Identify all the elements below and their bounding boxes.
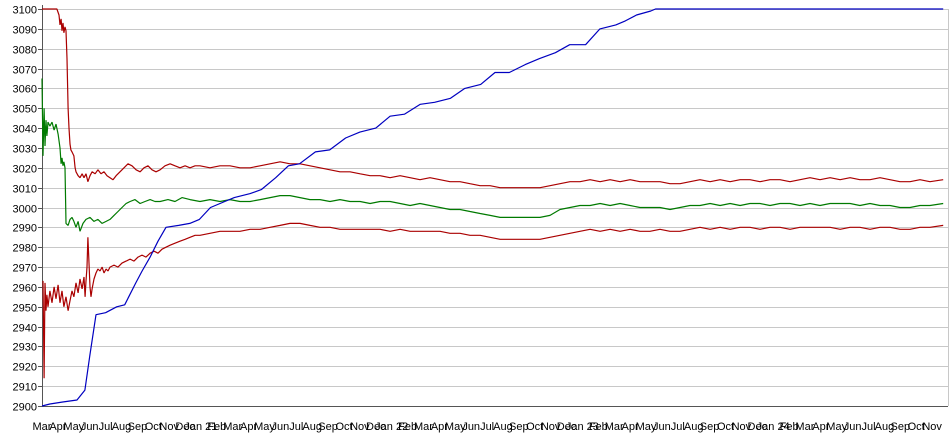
x-tick-label: Mar	[605, 421, 624, 433]
y-tick-label: 2990	[13, 223, 37, 235]
x-tick-label: Feb	[589, 421, 608, 433]
y-tick-label: 2950	[13, 303, 37, 315]
series-red-upper-band	[42, 8, 944, 189]
x-tick-label: Jan 22	[375, 421, 408, 433]
y-tick-label: 2900	[13, 402, 37, 414]
y-tick-label: 2980	[13, 243, 37, 255]
x-tick-label: Dec	[557, 421, 577, 433]
y-tick-label: 3040	[13, 124, 37, 136]
x-tick-label: Sep	[891, 421, 911, 433]
x-tick-label: Nov	[541, 421, 561, 433]
y-tick-label: 2910	[13, 382, 37, 394]
y-tick-label: 2960	[13, 283, 37, 295]
x-tick-label: Sep	[700, 421, 720, 433]
x-tick-label: Apr	[240, 421, 257, 433]
x-tick-label: Feb	[398, 421, 417, 433]
x-tick-label: Jun	[81, 421, 99, 433]
x-tick-label: May	[636, 421, 657, 433]
y-tick-label: 3080	[13, 45, 37, 57]
y-tick-label: 3060	[13, 84, 37, 96]
x-tick-label: Aug	[302, 421, 322, 433]
y-tick-label: 3000	[13, 204, 37, 216]
x-tick-label: Jun	[272, 421, 290, 433]
x-tick-label: Mar	[795, 421, 814, 433]
x-tick-label: May	[445, 421, 466, 433]
y-tick-label: 2920	[13, 362, 37, 374]
y-tick-label: 3030	[13, 144, 37, 156]
x-tick-label: Jan 24	[757, 421, 790, 433]
x-tick-label: Aug	[684, 421, 704, 433]
x-tick-label: May	[63, 421, 84, 433]
x-tick-label: May	[826, 421, 847, 433]
y-tick-label: 3090	[13, 25, 37, 37]
x-tick-label: Nov	[159, 421, 179, 433]
x-tick-label: Apr	[49, 421, 66, 433]
x-tick-label: Dec	[748, 421, 768, 433]
y-tick-label: 3020	[13, 164, 37, 176]
x-tick-label: Jun	[844, 421, 862, 433]
x-tick-label: Aug	[493, 421, 513, 433]
x-tick-label: Sep	[318, 421, 338, 433]
x-tick-label: Dec	[366, 421, 386, 433]
x-tick-label: Apr	[812, 421, 829, 433]
x-tick-label: Feb	[207, 421, 226, 433]
x-tick-label: Apr	[431, 421, 448, 433]
x-tick-label: Mar	[223, 421, 242, 433]
y-tick-label: 2930	[13, 342, 37, 354]
x-tick-label: Jul	[480, 421, 494, 433]
x-tick-label: May	[254, 421, 275, 433]
x-tick-label: Jun	[462, 421, 480, 433]
y-tick-label: 3050	[13, 104, 37, 116]
y-tick-label: 3070	[13, 65, 37, 77]
y-tick-label: 3010	[13, 184, 37, 196]
y-tick-label: 2940	[13, 323, 37, 335]
x-tick-label: Dec	[175, 421, 195, 433]
x-tick-label: Feb	[780, 421, 799, 433]
x-tick-label: Jan 23	[566, 421, 599, 433]
y-tick-label: 3100	[13, 5, 37, 17]
x-tick-label: Sep	[128, 421, 148, 433]
x-tick-label: Nov	[732, 421, 752, 433]
x-tick-label: Aug	[875, 421, 895, 433]
series-blue-step-line	[41, 8, 944, 407]
x-tick-label: Oct	[145, 421, 162, 433]
x-tick-label: Apr	[622, 421, 639, 433]
x-tick-label: Mar	[33, 421, 52, 433]
y-tick-label: 2970	[13, 263, 37, 275]
x-tick-label: Jul	[99, 421, 113, 433]
x-tick-label: Jun	[653, 421, 671, 433]
x-tick-label: Oct	[908, 421, 925, 433]
x-tick-label: Oct	[335, 421, 352, 433]
x-tick-label: Jul	[671, 421, 685, 433]
x-tick-label: Jul	[861, 421, 875, 433]
x-tick-label: Oct	[526, 421, 543, 433]
x-tick-label: Nov	[922, 421, 942, 433]
x-tick-label: Jan 21	[184, 421, 217, 433]
x-tick-label: Aug	[112, 421, 132, 433]
series-red-lower-band	[42, 222, 944, 379]
x-tick-label: Oct	[717, 421, 734, 433]
x-tick-label: Mar	[414, 421, 433, 433]
x-tick-label: Sep	[509, 421, 529, 433]
series-green-mid-line	[41, 78, 944, 232]
x-tick-label: Nov	[350, 421, 370, 433]
x-tick-label: Jul	[289, 421, 303, 433]
